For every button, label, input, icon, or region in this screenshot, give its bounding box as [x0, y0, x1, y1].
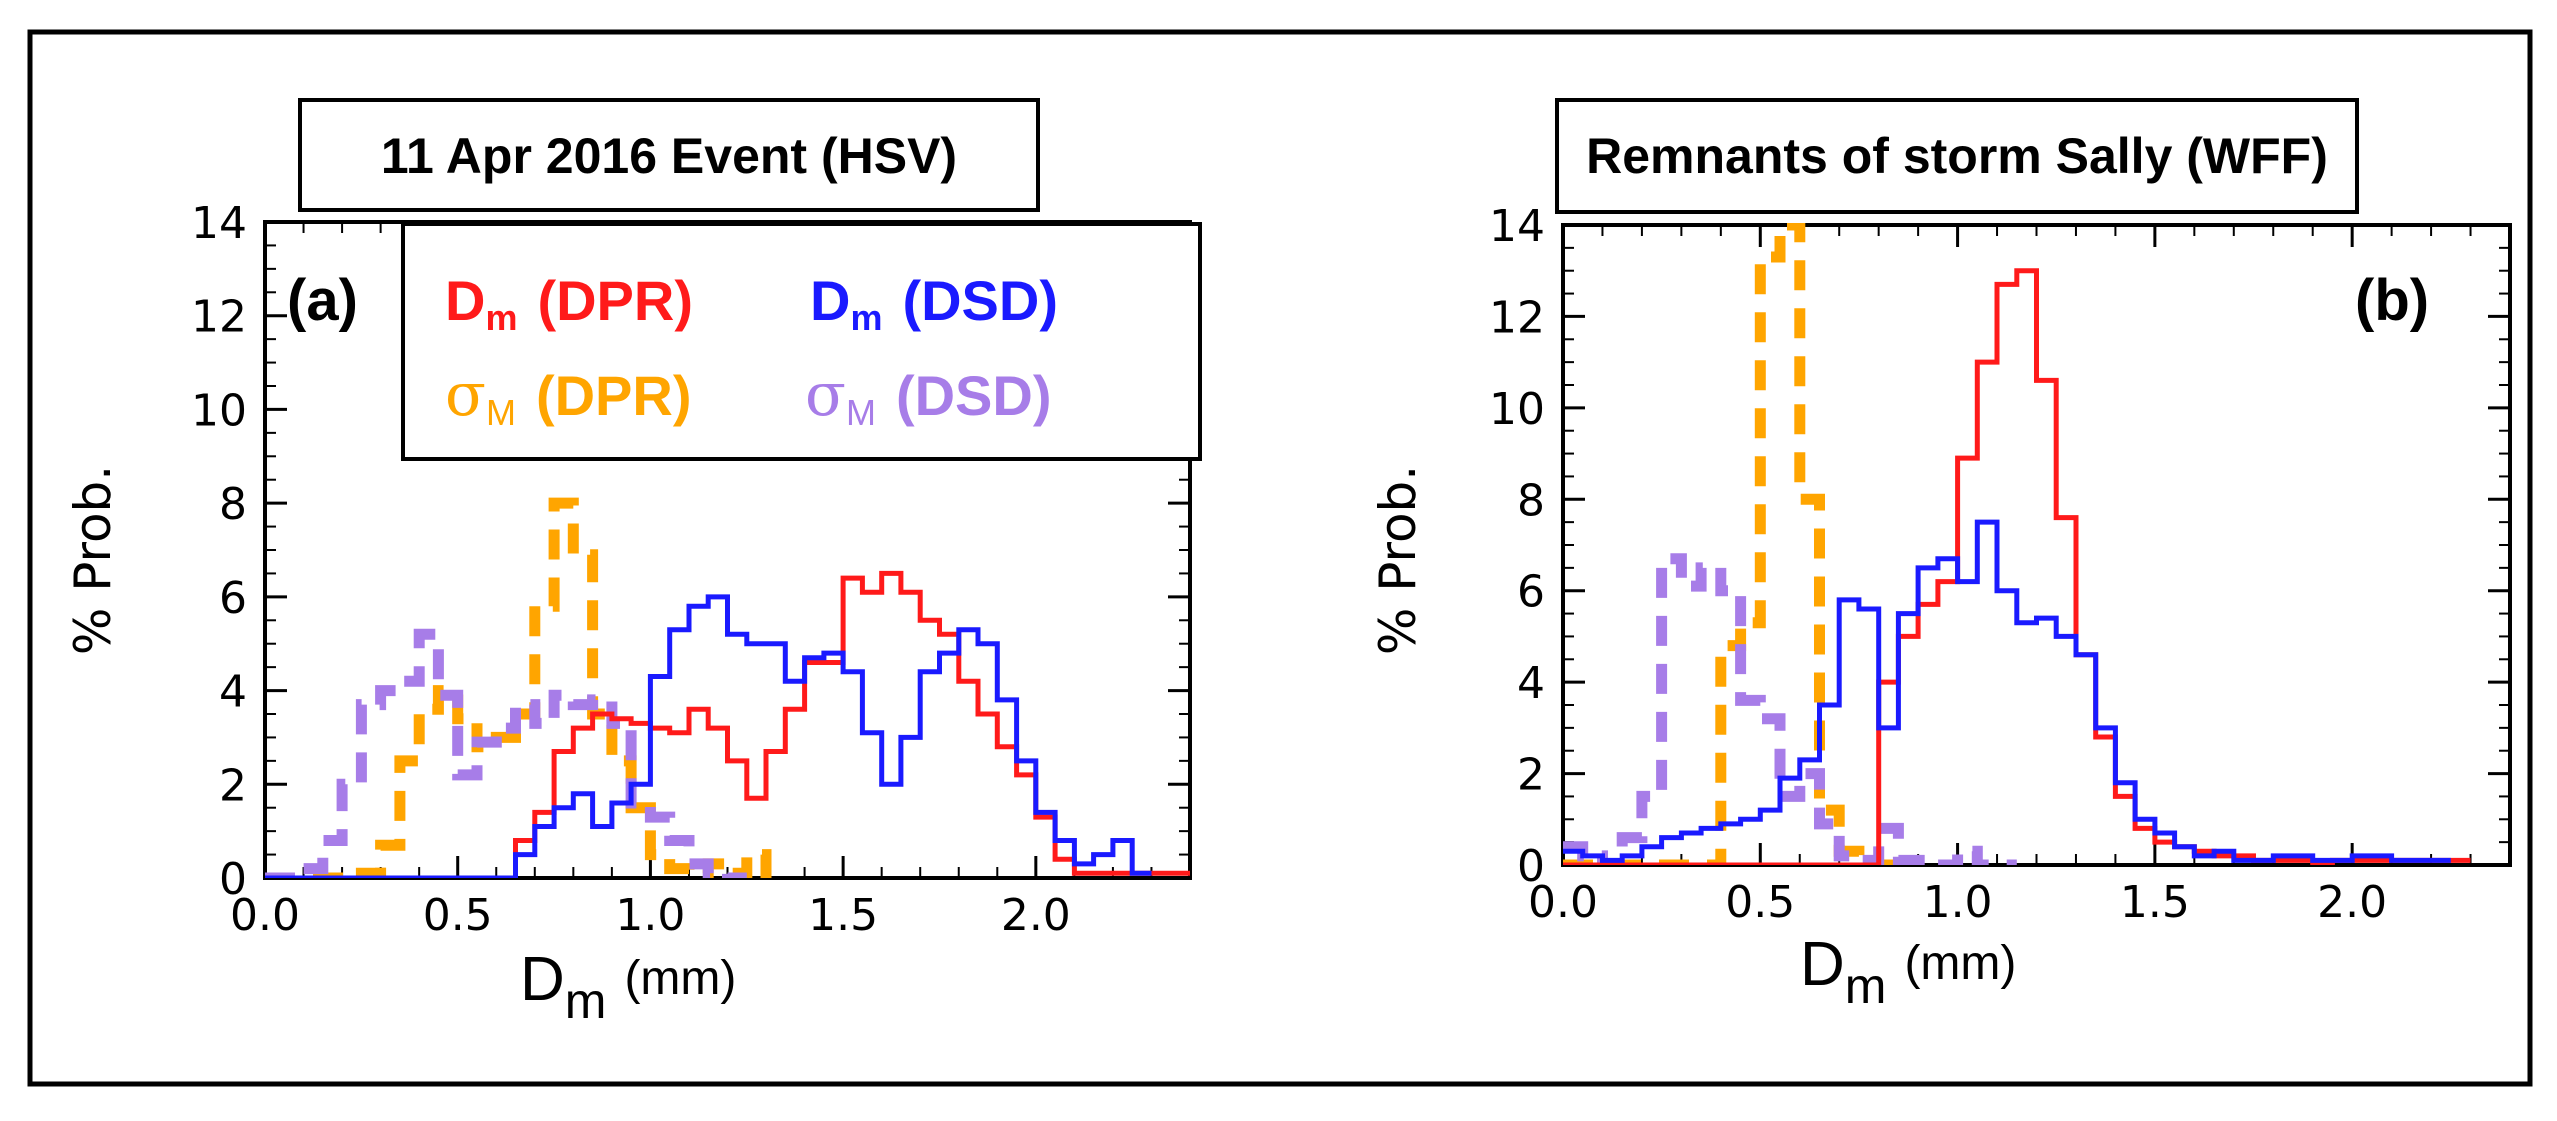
y-tick-label-b: 6 [1517, 567, 1545, 618]
series-sigma-dsd-a [265, 628, 747, 878]
series-dm-dpr-a [265, 570, 1190, 878]
y-tick-label-b: 2 [1517, 750, 1545, 801]
panel-b-tag: (b) [2355, 268, 2429, 333]
y-tick-label-a: 2 [219, 760, 247, 811]
series-sigma-dpr-a [265, 497, 786, 878]
x-tick-label-b: 1.5 [2120, 877, 2190, 928]
panel-a: 11 Apr 2016 Event (HSV) 0 2 4 6 8 10 12 14 0.0 0.… [64, 98, 1202, 1029]
y-tick-label-b: 12 [1489, 292, 1545, 343]
panel-b-ylabel: % Prob. [1369, 465, 1427, 655]
y-tick-label-b: 14 [1489, 201, 1545, 252]
series-dm-dsd-b [1563, 519, 2451, 863]
panel-a-title: 11 Apr 2016 Event (HSV) [381, 128, 957, 184]
x-tick-label-a: 1.5 [808, 890, 878, 941]
y-tick-label-b: 0 [1517, 841, 1545, 892]
y-tick-label-a: 8 [219, 479, 247, 530]
y-tick-label-b: 4 [1517, 658, 1545, 709]
series-dm-dsd-a [265, 594, 1152, 878]
x-tick-label-b: 1.0 [1923, 877, 1993, 928]
panel-a-tag: (a) [287, 268, 358, 333]
y-tick-label-b: 10 [1489, 384, 1545, 435]
series-sigma-dsd-b [1563, 553, 2017, 865]
legend-dm-dpr: Dm (DPR) [445, 269, 693, 338]
panel-a-legend-box [401, 222, 1202, 461]
x-tick-label-b: 2.0 [2317, 877, 2387, 928]
panel-b-title: Remnants of storm Sally (WFF) [1586, 128, 2328, 184]
x-tick-label-a: 0.0 [230, 890, 300, 941]
x-tick-label-b: 0.5 [1725, 877, 1795, 928]
y-tick-label-a: 6 [219, 573, 247, 624]
legend-sigma-dsd: σM (DSD) [805, 360, 1052, 433]
panel-a-title-box [298, 98, 1040, 212]
figure-border [27, 29, 2533, 1087]
panel-a-xlabel: Dm (mm) [520, 945, 736, 1029]
panel-b-xlabel: Dm (mm) [1800, 930, 2016, 1014]
panel-b-series [1563, 223, 2471, 865]
y-tick-label-a: 0 [219, 854, 247, 905]
x-tick-label-b: 0.0 [1528, 877, 1598, 928]
y-tick-label-a: 10 [191, 385, 247, 436]
legend-dm-dsd: Dm (DSD) [810, 269, 1058, 338]
y-tick-label-b: 8 [1517, 475, 1545, 526]
legend-sigma-dpr: σM (DPR) [445, 360, 692, 433]
panel-a-series [265, 497, 1190, 878]
x-tick-label-a: 1.0 [615, 890, 685, 941]
y-tick-label-a: 14 [191, 198, 247, 249]
y-tick-label-a: 4 [219, 667, 247, 718]
panel-b-axes: 0 2 4 6 8 10 12 14 0.0 0.5 1.0 1.5 2.0 [1489, 201, 2512, 928]
y-tick-label-a: 12 [191, 292, 247, 343]
panel-a-ylabel: % Prob. [64, 465, 122, 655]
x-tick-label-a: 2.0 [1001, 890, 1071, 941]
series-sigma-dpr-b [1563, 223, 1899, 865]
panel-b-title-box [1555, 98, 2359, 214]
x-tick-label-a: 0.5 [423, 890, 493, 941]
panel-b: Remnants of storm Sally (WFF) 0 2 4 6 8 10 12 1… [1369, 98, 2512, 1014]
